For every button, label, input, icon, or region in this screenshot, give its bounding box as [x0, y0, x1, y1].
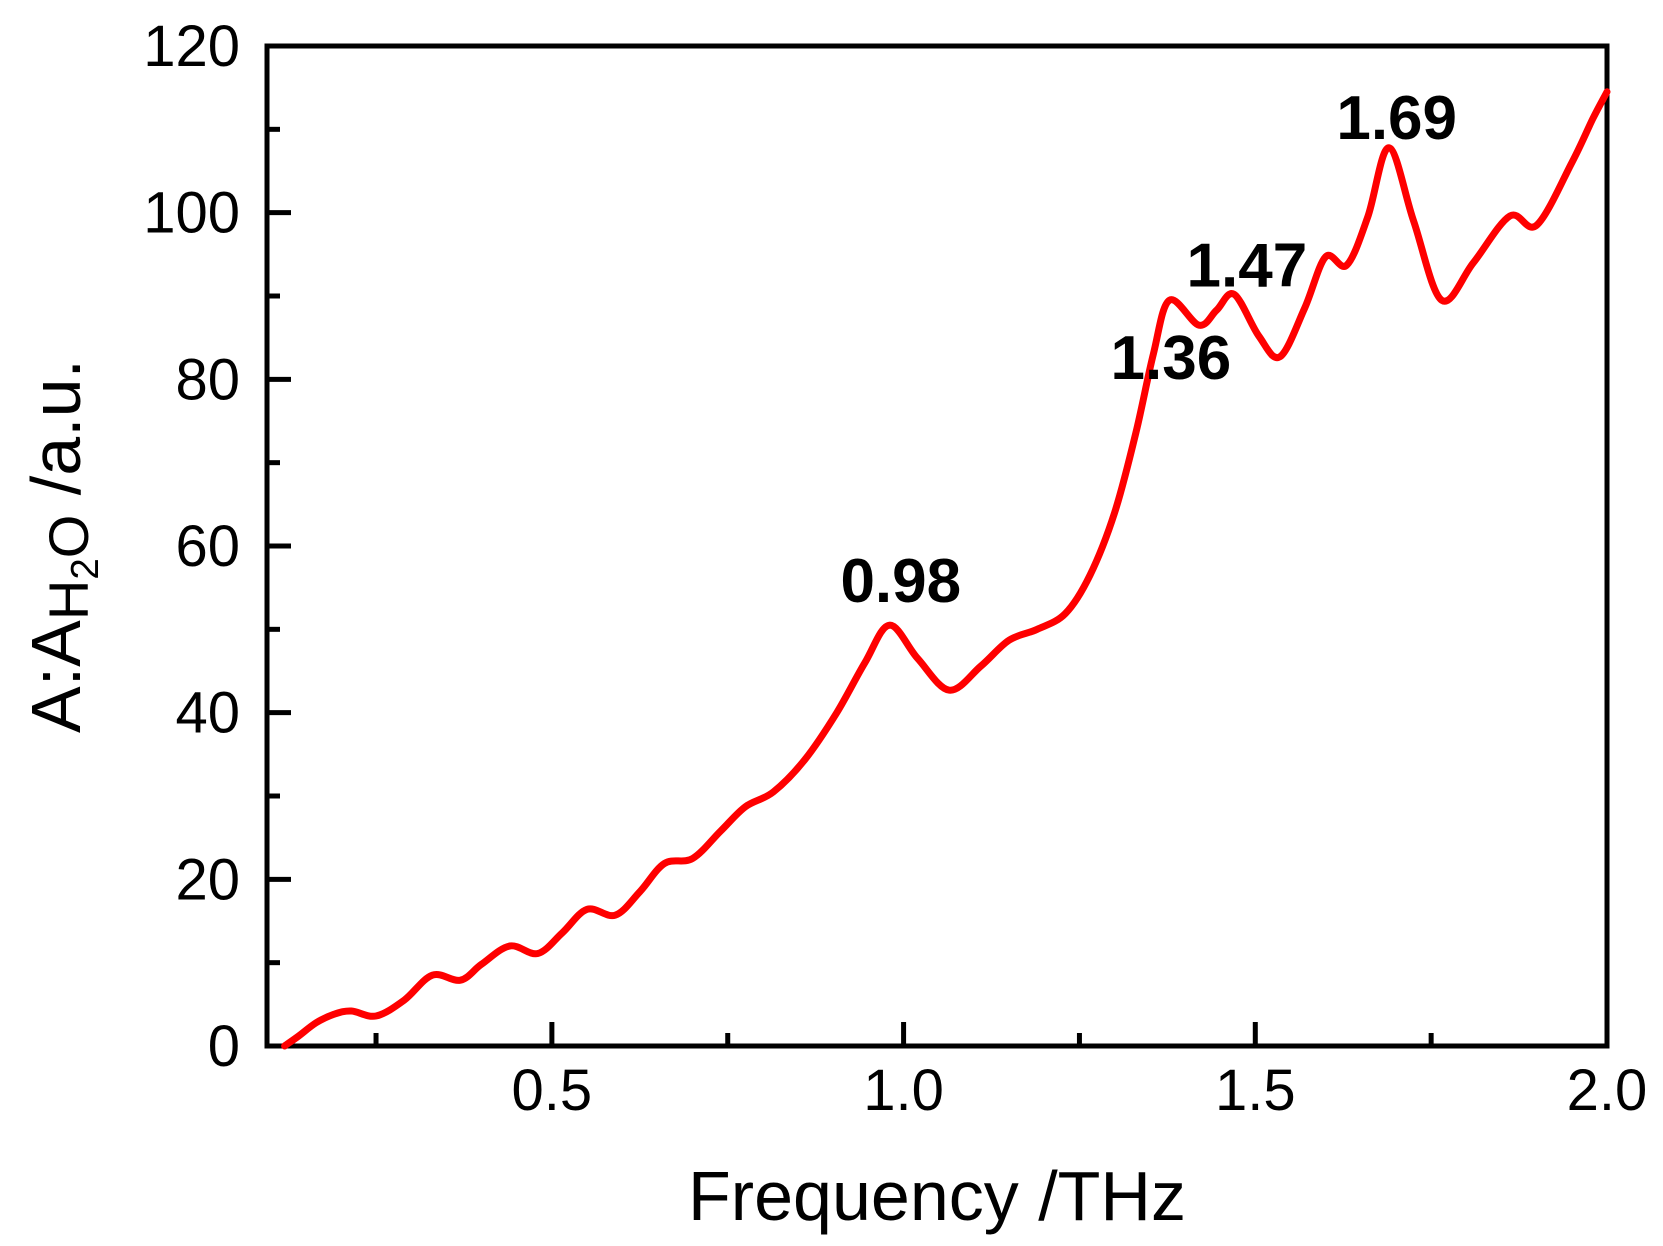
y-title-sub-h: H — [36, 579, 100, 621]
y-tick-label: 40 — [175, 681, 240, 746]
spectrum-line — [281, 88, 1611, 1050]
y-title-main: A:A — [17, 620, 95, 733]
y-tick-label: 20 — [175, 847, 240, 912]
y-tick-label: 80 — [175, 347, 240, 412]
peak-label-1.47: 1.47 — [1187, 231, 1308, 300]
y-axis-title: A:AH2O /a.u. — [16, 359, 107, 733]
peak-label-1.69: 1.69 — [1336, 84, 1457, 153]
y-tick-label: 60 — [175, 514, 240, 579]
x-tick-label: 1.0 — [863, 1058, 944, 1123]
y-tick-label: 0 — [208, 1014, 240, 1079]
x-tick-label: 1.5 — [1215, 1058, 1296, 1123]
x-tick-label: 0.5 — [512, 1058, 593, 1123]
y-title-units: /a.u. — [17, 359, 95, 515]
y-title-sub-o: O — [36, 514, 100, 559]
y-tick-label: 100 — [143, 181, 240, 246]
peak-label-1.36: 1.36 — [1111, 324, 1232, 393]
y-tick-label: 120 — [143, 14, 240, 79]
x-tick-label: 2.0 — [1567, 1058, 1648, 1123]
x-axis-title: Frequency /THz — [688, 1157, 1186, 1235]
peak-label-0.98: 0.98 — [840, 547, 961, 616]
y-title-sub-2: 2 — [63, 558, 107, 580]
